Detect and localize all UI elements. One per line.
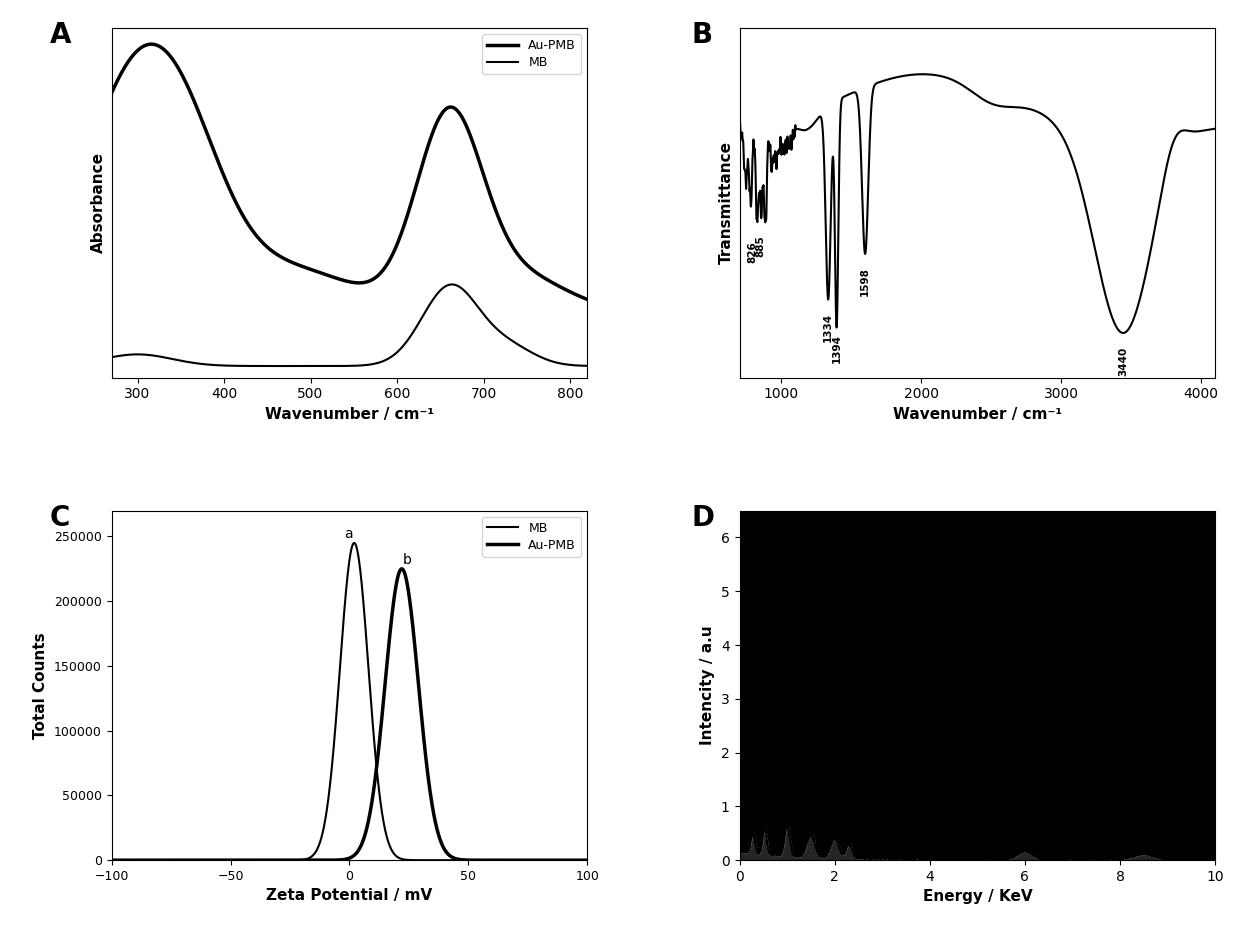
Y-axis label: Transmittance: Transmittance [719,141,734,265]
X-axis label: Wavenumber / cm⁻¹: Wavenumber / cm⁻¹ [265,407,434,422]
Y-axis label: Intencity / a.u: Intencity / a.u [701,626,715,745]
X-axis label: Energy / KeV: Energy / KeV [923,889,1032,904]
Legend: Au-PMB, MB: Au-PMB, MB [482,35,582,74]
X-axis label: Wavenumber / cm⁻¹: Wavenumber / cm⁻¹ [893,407,1061,422]
X-axis label: Zeta Potential / mV: Zeta Potential / mV [267,888,433,903]
Y-axis label: Absorbance: Absorbance [91,152,107,253]
Y-axis label: Total Counts: Total Counts [33,632,48,739]
Text: D: D [692,504,715,532]
Text: 885: 885 [755,235,765,257]
Legend: MB, Au-PMB: MB, Au-PMB [482,517,582,556]
Text: C: C [50,504,71,532]
Text: b: b [403,553,412,567]
Text: 826: 826 [748,241,758,263]
Text: A: A [50,22,71,49]
Text: a: a [345,526,353,540]
Text: 1334: 1334 [823,313,833,342]
Text: 3440: 3440 [1118,346,1128,376]
Text: 1598: 1598 [861,267,870,296]
Text: 1394: 1394 [832,334,842,363]
Text: B: B [692,22,713,49]
